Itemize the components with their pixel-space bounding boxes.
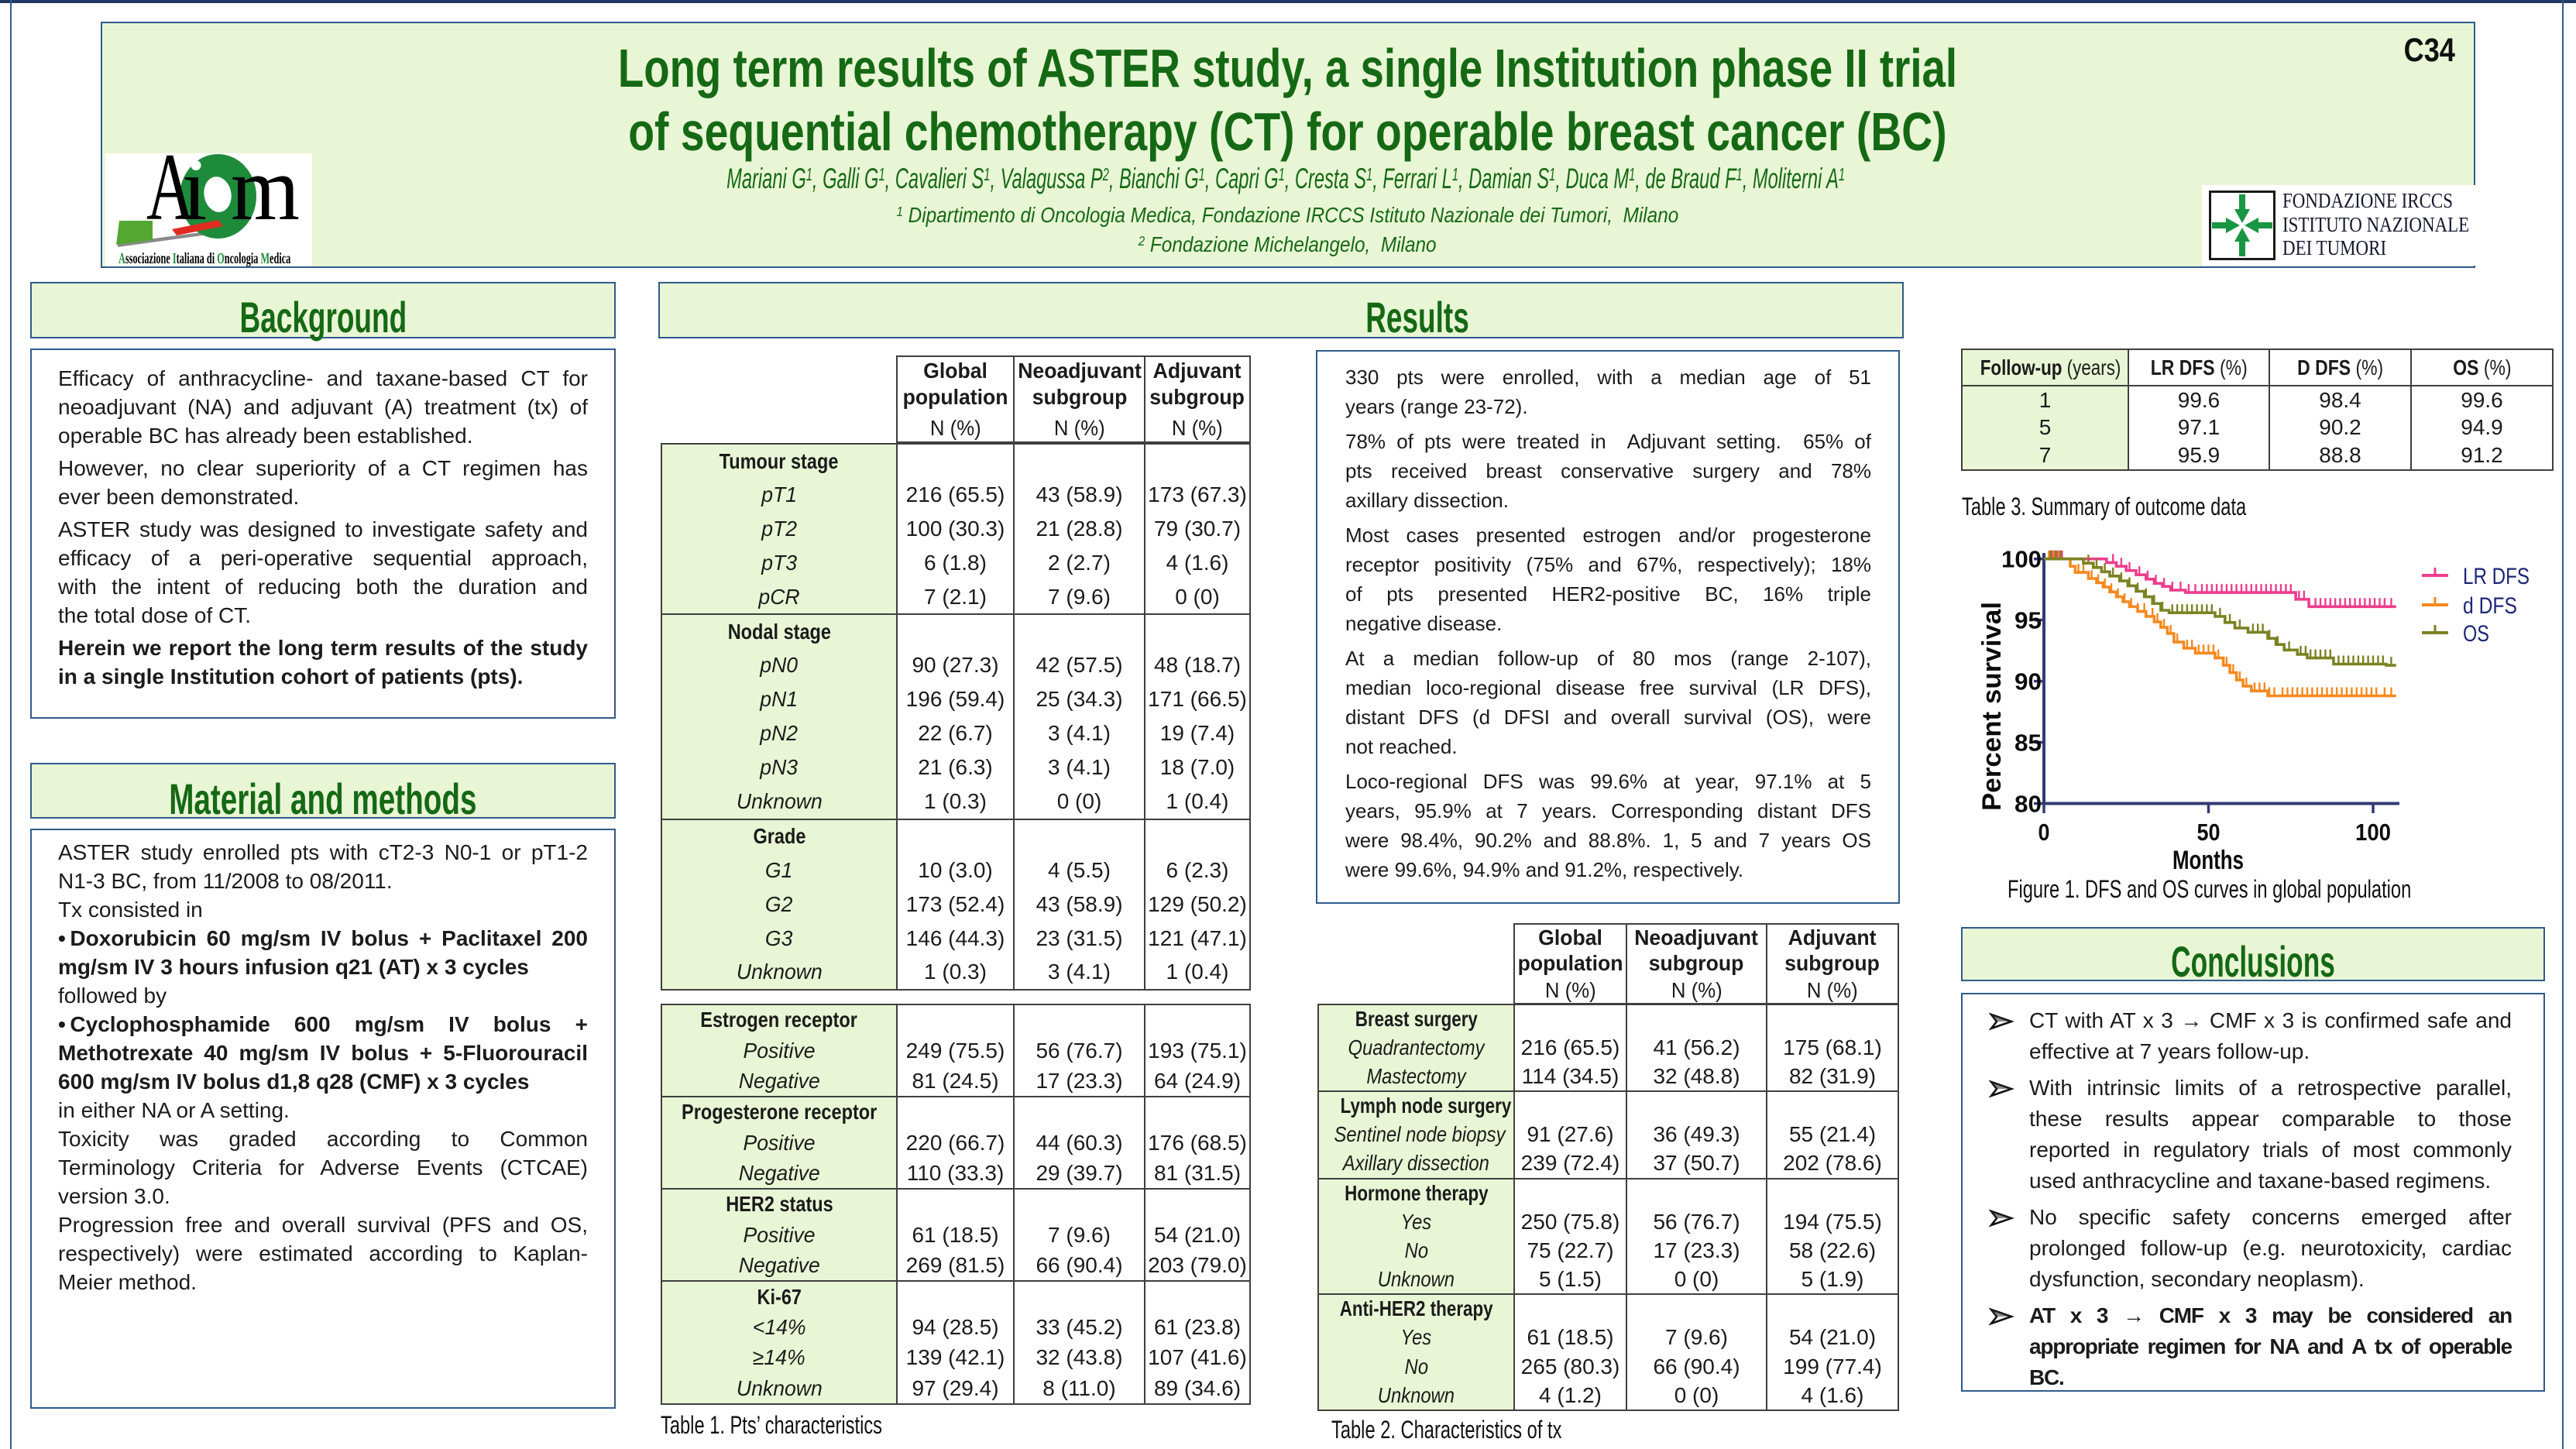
svg-text:Associazione Italiana di Oncol: Associazione Italiana di Oncologia Medic… xyxy=(118,249,290,266)
svg-text:OS: OS xyxy=(2463,621,2489,647)
svg-text:LR DFS: LR DFS xyxy=(2463,564,2530,589)
svg-text:85: 85 xyxy=(2014,730,2042,757)
svg-text:m: m xyxy=(231,153,300,239)
svg-text:90: 90 xyxy=(2014,668,2042,695)
svg-text:50: 50 xyxy=(2197,819,2221,846)
svg-text:Months: Months xyxy=(2172,846,2244,875)
svg-text:0: 0 xyxy=(2038,819,2050,846)
svg-text:Percent survival: Percent survival xyxy=(1977,602,2007,811)
svg-text:95: 95 xyxy=(2014,607,2042,634)
svg-text:100: 100 xyxy=(2001,546,2042,573)
svg-text:d DFS: d DFS xyxy=(2463,593,2517,619)
svg-text:A: A xyxy=(146,153,194,240)
svg-text:80: 80 xyxy=(2014,791,2042,818)
svg-text:100: 100 xyxy=(2355,819,2391,846)
